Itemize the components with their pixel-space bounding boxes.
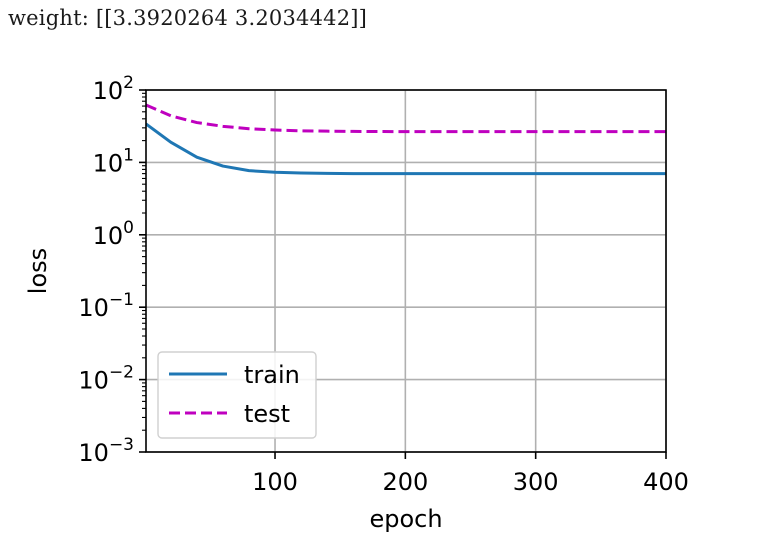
y-tick-label: 101 <box>93 145 134 177</box>
x-tick-label: 200 <box>382 468 428 496</box>
x-axis-label: epoch <box>369 505 442 533</box>
x-tick-label: 400 <box>643 468 689 496</box>
series-lines <box>145 103 666 176</box>
series-line-train <box>145 122 666 176</box>
axis-ticks: 100 200 300 400 102 101 100 10−1 10−2 10−3 <box>78 73 689 496</box>
console-output-line: weight: [[3.3920264 3.2034442]] <box>8 6 368 30</box>
x-tick-label: 300 <box>513 468 559 496</box>
y-tick-label: 10−3 <box>78 435 134 467</box>
y-tick-label: 100 <box>93 218 134 250</box>
axis-labels: epoch loss <box>24 248 443 533</box>
y-tick-label: 10−2 <box>78 363 134 395</box>
series-line-test <box>145 103 666 134</box>
legend-label-train: train <box>244 361 300 389</box>
y-tick-label: 10−1 <box>78 290 134 322</box>
legend-label-test: test <box>244 400 290 428</box>
legend: train test <box>157 351 317 439</box>
y-axis-label: loss <box>24 248 52 294</box>
y-tick-label: 102 <box>93 73 134 105</box>
x-tick-label: 100 <box>252 468 298 496</box>
